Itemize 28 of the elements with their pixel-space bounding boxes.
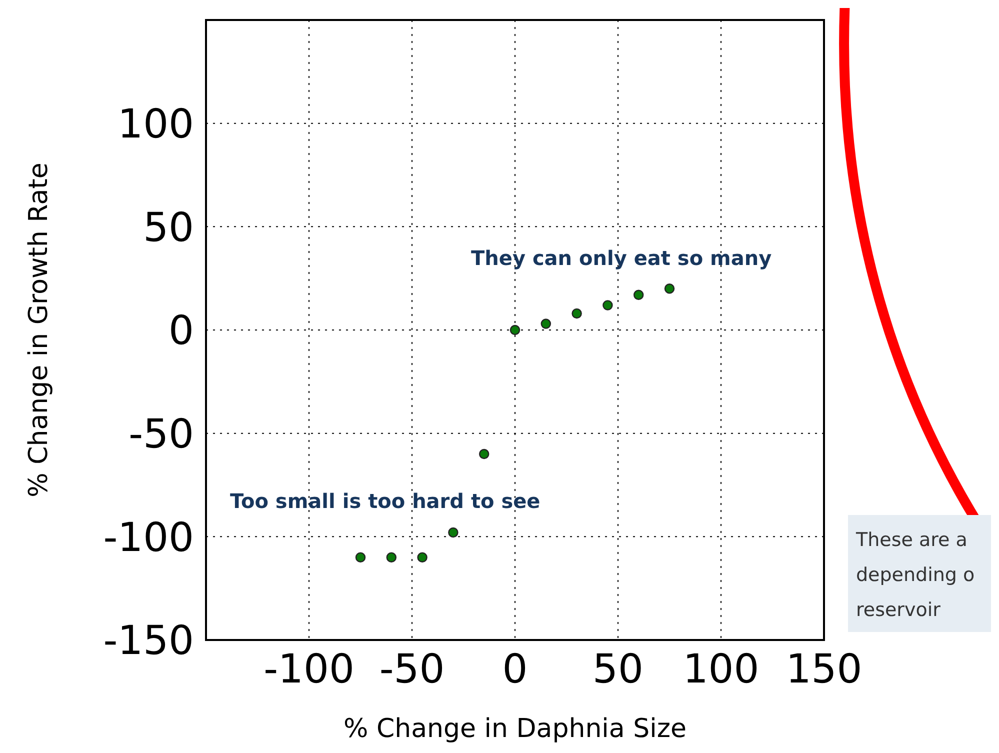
y-tick-label: 0 <box>168 308 194 354</box>
x-tick-label: 50 <box>592 646 644 692</box>
x-tick-label: 150 <box>786 646 862 692</box>
point <box>417 552 428 562</box>
y-axis-title: % Change in Growth Rate <box>24 162 54 498</box>
point <box>633 290 644 300</box>
annotation: They can only eat so many <box>471 246 772 270</box>
text: These are a depending o reservoir <box>848 515 991 632</box>
y-tick-label: -50 <box>128 412 194 458</box>
point <box>478 448 490 460</box>
x-axis-title: % Change in Daphnia Size <box>344 714 686 744</box>
point <box>355 552 366 562</box>
y-tick-label: 100 <box>118 102 194 148</box>
point <box>510 324 520 336</box>
y-tick-label: -100 <box>103 514 194 561</box>
point <box>572 308 582 319</box>
x-tick-label: -50 <box>379 646 445 692</box>
y-tick-label: 50 <box>143 204 194 251</box>
point <box>540 318 552 329</box>
point <box>448 527 458 538</box>
point <box>386 552 397 562</box>
annotation: Too small is too hard to see <box>230 489 540 513</box>
point <box>602 300 613 310</box>
x-tick-label: 0 <box>502 646 528 692</box>
x-tick-label: 100 <box>682 646 760 692</box>
point <box>664 284 675 294</box>
y-tick-label: -150 <box>103 618 194 664</box>
x-tick-label: -100 <box>264 646 354 692</box>
